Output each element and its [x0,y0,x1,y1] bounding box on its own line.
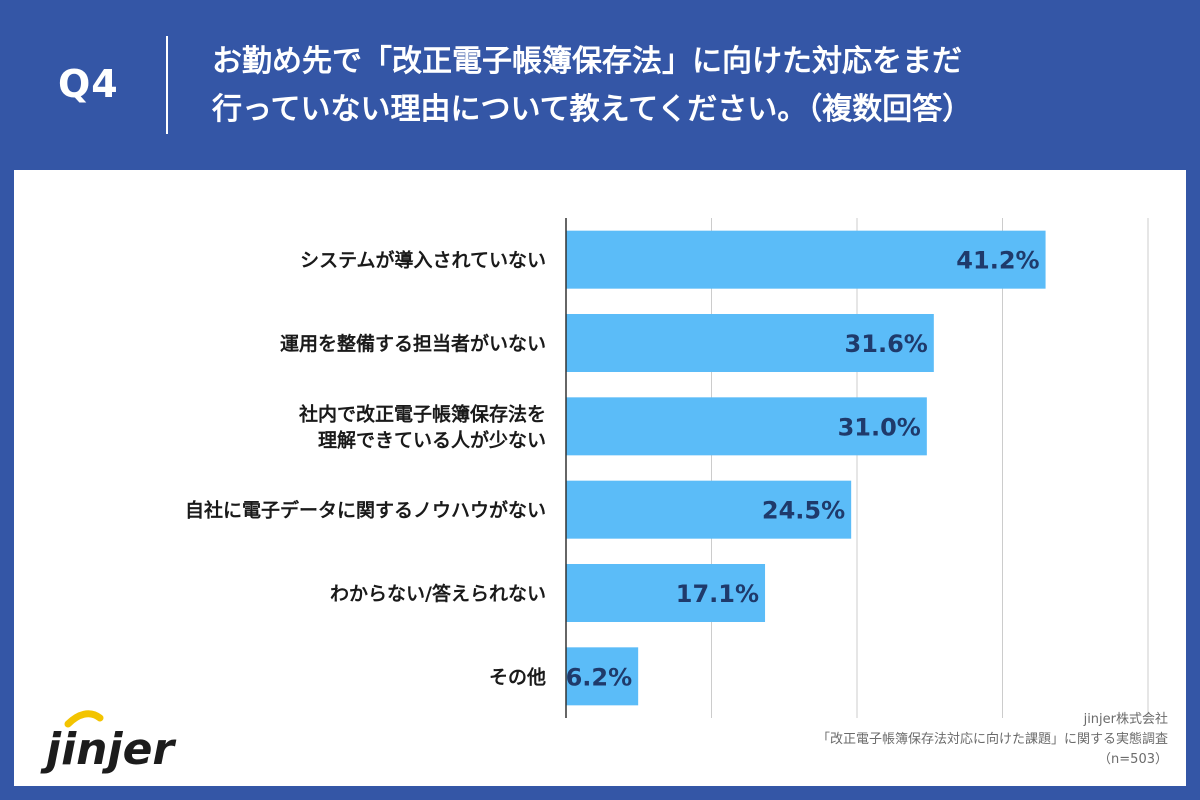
source-company: jinjer株式会社 [1083,712,1168,727]
bar-chart: 41.2% システムが導入されていない 31.6% 運用を整備する担当者がいない 31.… [185,218,1149,718]
bar-4 [566,564,766,622]
bar-2 [566,397,927,456]
category-label-1: 運用を整備する担当者がいない [280,332,546,355]
bar-0 [566,230,1046,289]
data-label-2: 31.0% [838,413,921,441]
category-label-5: その他 [489,665,546,688]
data-label-0: 41.2% [956,247,1039,275]
jinjer-logo: jinjer [40,710,176,775]
data-label-1: 31.6% [845,330,928,358]
data-label-4: 17.1% [676,580,759,608]
question-number: Q4 [58,62,119,106]
chart-panel: 41.2% システムが導入されていない 31.6% 運用を整備する担当者がいない 31.… [14,170,1186,786]
source-survey: 「改正電子帳簿保存法対応に向けた課題」に関する実態調査 [816,732,1168,747]
logo-wordmark: jinjer [40,724,176,775]
category-label-2-line-0: 社内で改正電子帳簿保存法を [298,402,546,425]
category-label-2-line-1: 理解できている人が少ない [318,428,546,451]
logo-swoosh-icon [64,710,104,728]
question-line-1: お勤め先で「改正電子帳簿保存法」に向けた対応をまだ [212,44,962,79]
header-divider [166,36,168,134]
question-text: お勤め先で「改正電子帳簿保存法」に向けた対応をまだ 行っていない理由について教え… [212,38,1172,134]
question-header: Q4 お勤め先で「改正電子帳簿保存法」に向けた対応をまだ 行っていない理由につい… [0,0,1200,170]
bar-3 [566,480,852,539]
source-sample: （n=503） [1098,752,1168,767]
category-label-3: 自社に電子データに関するノウハウがない [185,499,546,522]
data-label-3: 24.5% [762,497,845,525]
source-note: jinjer株式会社 「改正電子帳簿保存法対応に向けた課題」に関する実態調査 （… [648,710,1168,770]
data-label-5: 6.2% [566,663,633,691]
bar-5 [566,647,639,706]
category-label-4: わからない/答えられない [330,582,546,605]
bar-1 [566,314,934,372]
question-line-2: 行っていない理由について教えてください。（複数回答） [212,92,973,127]
category-label-0: システムが導入されていない [300,249,546,272]
